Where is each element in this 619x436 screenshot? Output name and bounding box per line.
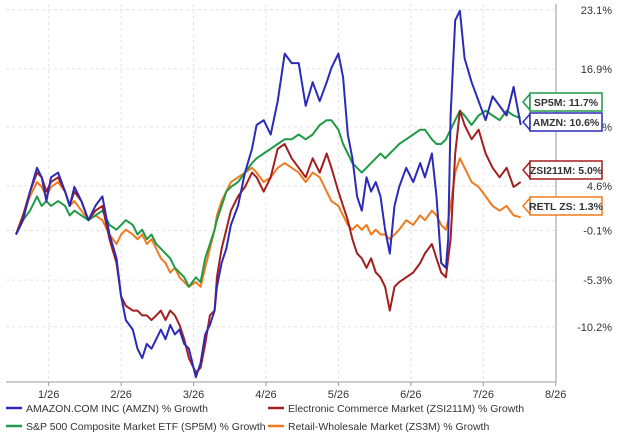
end-label: RETL ZS: 1.3% xyxy=(522,196,604,216)
end-label-box xyxy=(529,92,603,112)
x-tick-labels: 1/26 2/26 3/26 4/26 5/26 6/26 7/26 8/26 xyxy=(38,382,566,401)
end-label-box xyxy=(529,160,603,180)
y-tick-label: 16.9% xyxy=(581,64,612,76)
end-label-text: RETL ZS: 1.3% xyxy=(529,201,604,213)
x-tick-label: 4/26 xyxy=(255,389,276,401)
end-label-box xyxy=(529,112,603,132)
end-label-pointer xyxy=(522,92,531,112)
end-label-pointer xyxy=(522,112,531,132)
series-line-2 xyxy=(15,109,522,288)
end-label: ZSI211M: 5.0% xyxy=(522,160,603,180)
end-label: AMZN: 10.6% xyxy=(522,112,603,132)
legend-item: Retail-Wholesale Market (ZS3M) % Growth xyxy=(268,421,489,433)
y-tick-label: -10.2% xyxy=(577,322,612,334)
legend-label: AMAZON.COM INC (AMZN) % Growth xyxy=(26,403,208,415)
end-label-text: SP5M: 11.7% xyxy=(534,97,599,109)
grid xyxy=(6,4,557,382)
end-labels: SP5M: 11.7% AMZN: 10.6% ZSI211M: 5.0% RETL … xyxy=(522,92,604,216)
end-label-text: AMZN: 10.6% xyxy=(533,117,600,129)
x-tick-label: 1/26 xyxy=(38,389,59,401)
x-tick-label: 6/26 xyxy=(400,389,421,401)
legend-item: S&P 500 Composite Market ETF (SP5M) % Gr… xyxy=(6,421,266,433)
legend: AMAZON.COM INC (AMZN) % Growth Electronic… xyxy=(6,403,524,433)
y-tick-label: 23.1% xyxy=(581,5,612,17)
series-lines xyxy=(15,9,522,379)
legend-item: AMAZON.COM INC (AMZN) % Growth xyxy=(6,403,208,415)
y-tick-labels: 23.1%16.9%10.8%4.6%-0.1%-5.3%-10.2% xyxy=(577,5,612,334)
end-label: SP5M: 11.7% xyxy=(522,92,603,112)
y-tick-label: -0.1% xyxy=(583,226,612,238)
y-tick-label: 4.6% xyxy=(587,181,612,193)
y-tick-label: -5.3% xyxy=(583,275,612,287)
legend-label: Electronic Commerce Market (ZSI211M) % G… xyxy=(288,403,524,415)
legend-label: S&P 500 Composite Market ETF (SP5M) % Gr… xyxy=(26,421,266,433)
end-label-box xyxy=(529,196,603,216)
x-tick-label: 3/26 xyxy=(183,389,204,401)
series-line-0 xyxy=(15,9,522,379)
legend-label: Retail-Wholesale Market (ZS3M) % Growth xyxy=(288,421,489,433)
series-line-1 xyxy=(15,109,522,374)
x-tick-label: 5/26 xyxy=(328,389,349,401)
x-tick-label: 7/26 xyxy=(473,389,494,401)
legend-item: Electronic Commerce Market (ZSI211M) % G… xyxy=(268,403,524,415)
x-tick-label: 8/26 xyxy=(545,389,566,401)
x-tick-label: 2/26 xyxy=(110,389,131,401)
end-label-text: ZSI211M: 5.0% xyxy=(530,165,603,177)
